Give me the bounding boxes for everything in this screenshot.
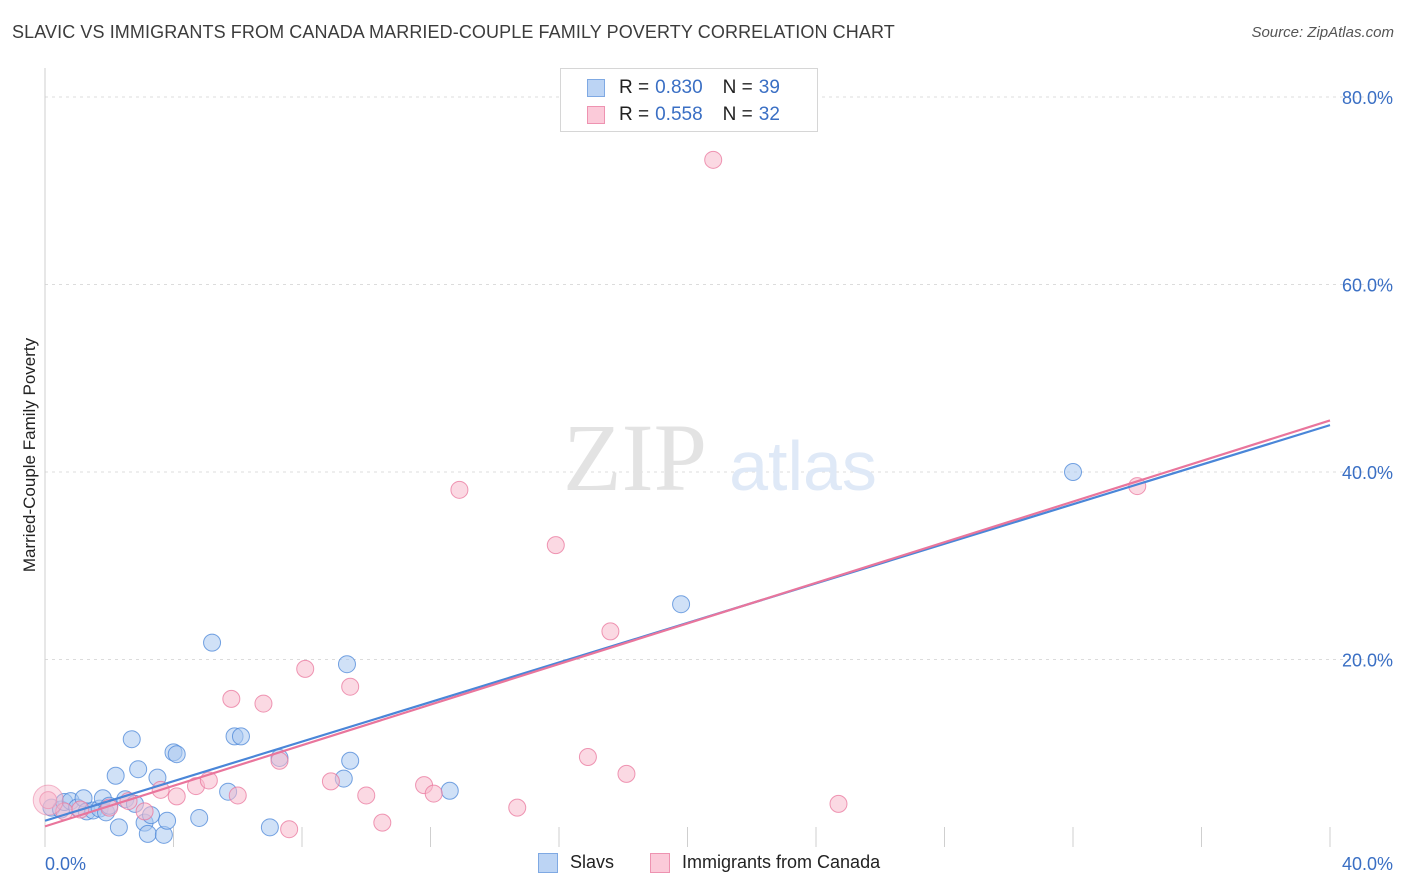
point-slavs [109, 818, 128, 837]
legend-n-value: 39 [758, 77, 780, 98]
point-canada [829, 794, 848, 813]
data-points [32, 150, 1147, 844]
point-slavs [341, 751, 360, 770]
point-canada [578, 748, 597, 766]
point-slavs [203, 633, 222, 652]
point-slavs [260, 818, 279, 837]
point-canada [280, 820, 299, 839]
point-canada [546, 536, 565, 555]
chart-title: SLAVIC VS IMMIGRANTS FROM CANADA MARRIED… [12, 22, 895, 42]
point-canada [601, 622, 620, 641]
point-slavs [106, 766, 125, 785]
point-canada [450, 480, 469, 499]
axes [44, 68, 1331, 847]
point-slavs [138, 824, 157, 843]
point-slavs [231, 727, 250, 746]
point-canada-cluster [32, 784, 64, 816]
legend-row-slavs: R = 0.830 N = 39 [587, 77, 780, 99]
series-legend-canada[interactable]: Immigrants from Canada [650, 852, 880, 873]
point-canada [341, 677, 360, 696]
legend-n-label: N = [722, 77, 753, 98]
watermark-zip: ZIP [563, 404, 707, 511]
legend-n-value: 32 [758, 104, 780, 125]
series-legend: Slavs Immigrants from Canada [538, 852, 916, 873]
point-canada [135, 802, 154, 821]
x-tick-labels: 0.0% 40.0% [45, 854, 1393, 874]
point-canada [373, 813, 392, 832]
series-label-canada: Immigrants from Canada [682, 852, 881, 872]
series-legend-slavs[interactable]: Slavs [538, 852, 614, 873]
legend-r-value: 0.558 [655, 104, 703, 125]
point-canada [508, 798, 527, 817]
legend-r-label: R = [619, 104, 650, 125]
point-canada [39, 791, 58, 810]
legend-swatch-slavs [587, 79, 605, 97]
point-slavs [158, 811, 177, 830]
point-slavs [440, 781, 459, 800]
y-tick-label: 20.0% [1342, 651, 1393, 671]
legend-row-canada: R = 0.558 N = 32 [587, 104, 780, 126]
y-tick-label: 80.0% [1342, 88, 1393, 108]
trend-line-canada [44, 419, 1331, 828]
point-slavs [129, 760, 148, 779]
point-canada [228, 786, 247, 805]
source-label: Source: ZipAtlas.com [1251, 24, 1394, 41]
y-tick-label: 60.0% [1342, 276, 1393, 296]
point-slavs [122, 730, 141, 749]
correlation-legend: R = 0.830 N = 39 R = 0.558 N = 32 [560, 68, 818, 132]
legend-r-label: R = [619, 77, 650, 98]
point-canada [704, 150, 723, 169]
point-canada [296, 659, 315, 678]
point-slavs [190, 808, 209, 827]
x-tick-label: 40.0% [1342, 854, 1393, 874]
point-canada [321, 772, 340, 791]
point-slavs [337, 655, 356, 674]
point-canada [167, 787, 186, 806]
legend-n-label: N = [722, 104, 753, 125]
point-canada [357, 786, 376, 805]
series-swatch-canada [650, 852, 671, 873]
point-canada [254, 694, 273, 713]
gridlines [45, 96, 1395, 660]
point-canada [617, 764, 636, 783]
point-slavs [167, 745, 186, 764]
watermark: ZIP atlas [563, 404, 877, 511]
legend-swatch-canada [587, 106, 605, 124]
point-slavs [672, 595, 691, 614]
series-swatch-slavs [538, 852, 558, 873]
legend-r-value: 0.830 [655, 77, 703, 98]
point-canada [222, 689, 241, 708]
series-label-slavs: Slavs [570, 852, 615, 872]
y-tick-labels: 20.0% 40.0% 60.0% 80.0% [1342, 88, 1393, 671]
point-canada [424, 784, 443, 803]
x-tick-label: 0.0% [45, 854, 86, 874]
y-tick-label: 40.0% [1342, 463, 1393, 483]
point-slavs [1064, 463, 1082, 481]
watermark-atlas: atlas [729, 427, 877, 505]
trend-lines [44, 419, 1331, 828]
